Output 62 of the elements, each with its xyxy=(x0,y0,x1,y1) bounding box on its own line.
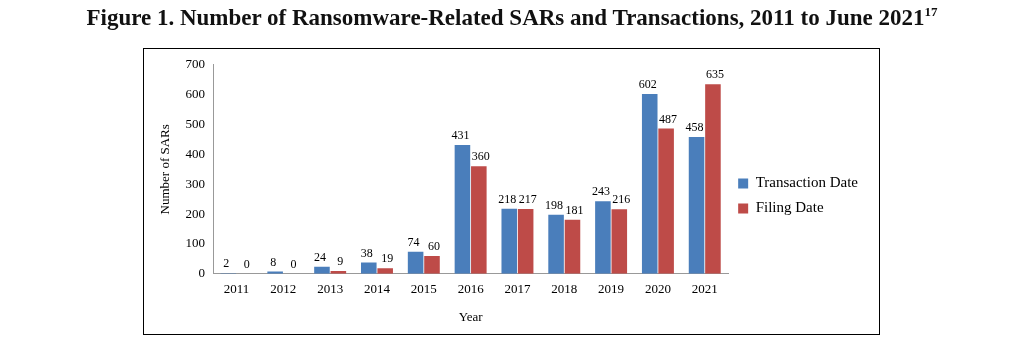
bar xyxy=(424,255,440,274)
y-tick-label: 400 xyxy=(185,145,206,161)
data-label: 243 xyxy=(591,184,610,199)
y-tick-label: 700 xyxy=(185,56,206,72)
data-label: 19 xyxy=(381,251,394,266)
bar xyxy=(377,268,393,274)
y-tick-label: 100 xyxy=(185,235,206,251)
data-label: 360 xyxy=(471,149,490,164)
bar xyxy=(548,214,564,274)
bar xyxy=(658,128,674,274)
x-tick-label: 2011 xyxy=(223,281,250,297)
bar xyxy=(564,219,581,274)
data-label: 181 xyxy=(565,202,584,217)
bar xyxy=(501,208,518,274)
bar xyxy=(454,145,471,274)
data-label: 602 xyxy=(638,77,657,92)
chart-title: Figure 1. Number of Ransomware-Related SARs and Transactions, 2011 to June 2021$^{17}$ xyxy=(85,4,939,31)
x-tick-label: 2019 xyxy=(598,281,625,297)
x-tick-label: 2016 xyxy=(457,281,485,297)
bar xyxy=(705,84,721,274)
x-tick-label: 2012 xyxy=(270,281,297,297)
bar xyxy=(688,137,705,274)
data-label: 217 xyxy=(518,192,537,207)
x-tick-label: 2018 xyxy=(551,281,578,297)
data-label: 74 xyxy=(407,234,420,249)
bar xyxy=(361,262,377,274)
data-label: 9 xyxy=(337,254,344,269)
x-tick-label: 2020 xyxy=(644,281,671,297)
bar xyxy=(407,251,424,274)
y-tick-label: 300 xyxy=(185,175,206,191)
data-label: 0 xyxy=(290,256,297,271)
y-axis-title: Number of SARs xyxy=(157,124,173,215)
data-label: 38 xyxy=(360,245,373,260)
x-tick-label: 2013 xyxy=(317,281,344,297)
bar xyxy=(641,94,658,274)
y-tick-label: 0 xyxy=(198,265,206,281)
data-label: 635 xyxy=(705,67,724,82)
data-label: 0 xyxy=(243,256,250,271)
x-axis-title: Year xyxy=(458,308,484,324)
legend-label: Filing Date xyxy=(755,199,824,216)
x-tick-label: 2017 xyxy=(504,281,531,297)
x-tick-label: 2015 xyxy=(410,281,437,297)
data-label: 458 xyxy=(685,120,704,135)
data-label: 60 xyxy=(428,239,440,254)
x-tick-label: 2021 xyxy=(691,281,718,297)
bar xyxy=(517,209,534,274)
data-label: 431 xyxy=(451,128,470,143)
data-label: 218 xyxy=(498,191,517,206)
data-label: 216 xyxy=(612,192,631,207)
data-label: 8 xyxy=(270,254,277,269)
bar xyxy=(471,166,487,274)
x-tick-label: 2014 xyxy=(363,281,391,297)
data-label: 198 xyxy=(545,197,564,212)
bar xyxy=(595,201,611,274)
data-label: 2 xyxy=(223,256,230,271)
data-label: 24 xyxy=(313,249,326,264)
bar xyxy=(611,209,628,274)
y-tick-label: 500 xyxy=(185,115,206,131)
y-tick-label: 600 xyxy=(185,86,206,102)
data-label: 487 xyxy=(659,111,678,126)
legend-label: Transaction Date xyxy=(755,174,859,191)
y-tick-label: 200 xyxy=(185,205,206,221)
